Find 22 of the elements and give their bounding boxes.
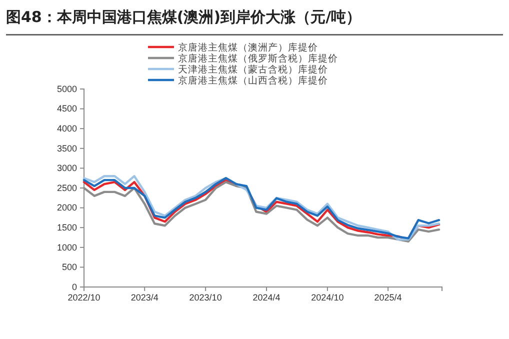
- y-tick-label: 2000: [56, 202, 77, 213]
- y-tick-label: 3000: [56, 163, 77, 174]
- y-tick-label: 0: [72, 282, 77, 292]
- y-tick-label: 500: [62, 262, 77, 272]
- x-tick-label: 2025/4: [374, 292, 402, 302]
- legend-label: 京唐港主焦煤（俄罗斯含税）库提价: [178, 52, 338, 64]
- y-tick-label: 4500: [56, 104, 77, 114]
- y-tick-label: 1000: [56, 242, 77, 252]
- legend-label: 京唐港主焦煤（澳洲产）库提价: [178, 42, 318, 54]
- y-tick-label: 4000: [56, 123, 77, 134]
- x-tick-label: 2022/10: [68, 292, 100, 302]
- x-tick-label: 2024/4: [252, 292, 280, 302]
- y-tick-label: 3500: [56, 143, 77, 154]
- y-tick-label: 1500: [56, 222, 77, 232]
- x-tick-label: 2024/10: [311, 292, 344, 302]
- chart-title: 图48：本周中国港口焦煤(澳洲)到岸价大涨（元/吨）: [6, 8, 362, 26]
- y-tick-label: 5000: [56, 84, 77, 94]
- legend-label: 京唐港主焦煤（山西含税）库提价: [178, 74, 328, 86]
- x-tick-label: 2023/10: [189, 292, 222, 302]
- x-tick-label: 2023/4: [130, 292, 158, 302]
- legend-label: 天津港主焦煤（蒙古含税）库提价: [178, 64, 328, 76]
- y-tick-label: 2500: [56, 182, 77, 193]
